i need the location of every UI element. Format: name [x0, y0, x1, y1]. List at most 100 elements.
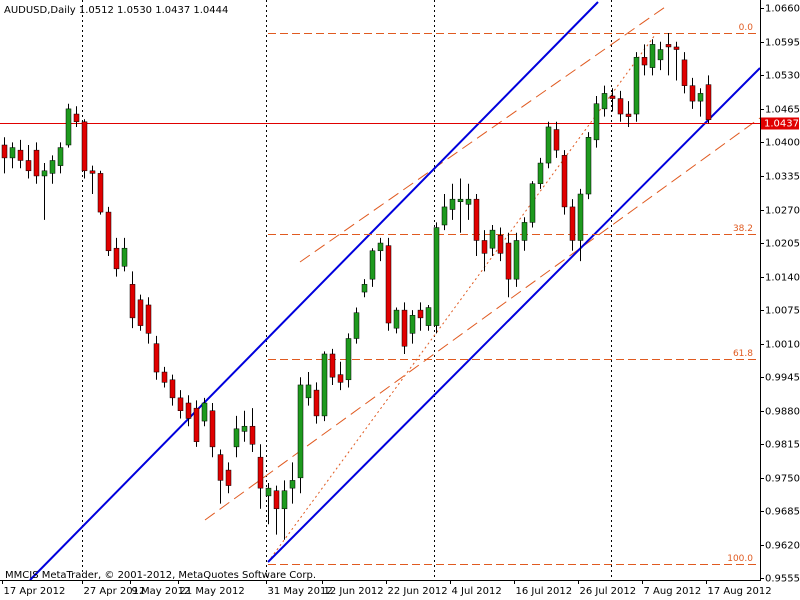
x-tick-label: 12 Jun 2012	[324, 586, 384, 597]
candle-body	[417, 309, 424, 319]
candle-body	[249, 425, 256, 445]
x-tick-label: 21 May 2012	[180, 586, 245, 597]
candle-body	[601, 93, 608, 110]
candle-body	[385, 245, 392, 324]
y-tick-label: 1.0010	[765, 340, 800, 351]
candle-body	[73, 113, 80, 123]
candle-body	[257, 456, 264, 489]
y-tick-label: 1.0465	[765, 105, 800, 116]
candle-body	[65, 108, 72, 146]
y-tick-label: 1.0205	[765, 239, 800, 250]
candle-body	[393, 309, 400, 329]
candle-body	[497, 235, 504, 254]
y-tick-label: 0.9945	[765, 373, 800, 384]
candle-body	[553, 129, 560, 151]
candle-body	[705, 84, 712, 120]
x-tick-label: 31 May 2012	[268, 586, 333, 597]
drawing-objects	[29, 1, 761, 581]
price-tag-label: 1.0437	[764, 119, 799, 130]
candle-body	[681, 59, 688, 86]
fibo-label: 61.8	[733, 349, 753, 359]
candle-body	[489, 229, 496, 249]
candle-body	[649, 44, 656, 68]
candle-body	[377, 242, 384, 252]
channel-dashed-line	[299, 4, 669, 263]
candle-body	[689, 85, 696, 102]
fibo-trend-line	[267, 34, 656, 563]
y-tick-label: 1.0270	[765, 206, 800, 217]
y-tick-label: 1.0595	[765, 38, 800, 49]
candle-body	[577, 193, 584, 241]
candle-body	[265, 487, 272, 497]
y-tick-label: 1.0335	[765, 172, 800, 183]
candle-body	[49, 160, 56, 174]
candle-body	[617, 98, 624, 115]
candle-body	[457, 198, 464, 203]
candle-body	[505, 242, 512, 280]
candle-body	[305, 384, 312, 399]
candle-body	[353, 312, 360, 339]
y-tick-label: 1.0660	[765, 4, 800, 15]
candle-body	[241, 425, 248, 432]
chart-title: AUDUSD,Daily 1.0512 1.0530 1.0437 1.0444	[4, 5, 228, 16]
fibo-label: 100.0	[727, 554, 753, 564]
candle-body	[25, 160, 32, 172]
candle-body	[641, 57, 648, 66]
fibo-label: 38.2	[733, 224, 753, 234]
candle-body	[217, 454, 224, 481]
candle-body	[121, 247, 128, 267]
candle-body	[225, 469, 232, 486]
candle-body	[209, 410, 216, 448]
candle-body	[345, 338, 352, 381]
candle-body	[177, 397, 184, 411]
candle-body	[609, 95, 616, 99]
candle-body	[585, 137, 592, 195]
fibo-label: 0.0	[739, 23, 754, 33]
candle-body	[193, 407, 200, 442]
channel-dashed-line	[204, 117, 761, 521]
candle-body	[569, 206, 576, 241]
x-tick-label: 27 Apr 2012	[84, 586, 146, 597]
candle-body	[369, 250, 376, 280]
candle-body	[337, 374, 344, 383]
candle-body	[561, 155, 568, 208]
y-tick-label: 1.0075	[765, 306, 800, 317]
candle-body	[425, 307, 432, 326]
candle-body	[633, 57, 640, 115]
candle-body	[137, 299, 144, 326]
candle-body	[89, 170, 96, 174]
candle-body	[9, 147, 16, 159]
candle-body	[33, 149, 40, 177]
axis-labels: 1.0660 1.0595 1.0530 1.0465 1.0400 1.0335 1.02…	[2, 4, 800, 597]
candle-body	[697, 93, 704, 102]
candle-body	[401, 309, 408, 347]
candle-body	[521, 222, 528, 241]
x-tick-label: 9 May 2012	[132, 586, 191, 597]
y-tick-label: 0.9750	[765, 474, 800, 485]
y-tick-label: 1.0530	[765, 71, 800, 82]
candle-body	[113, 247, 120, 270]
candle-body	[161, 371, 168, 383]
candle-body	[537, 162, 544, 184]
y-tick-label: 0.9815	[765, 440, 800, 451]
y-tick-label: 1.0400	[765, 138, 800, 149]
candle-body	[321, 353, 328, 417]
candle-body	[57, 147, 64, 166]
candle-body	[289, 480, 296, 489]
candle-body	[97, 173, 104, 213]
candle-body	[313, 389, 320, 417]
y-tick-label: 0.9620	[765, 541, 800, 552]
y-tick-label: 0.9685	[765, 507, 800, 518]
copyright: MMCIS MetaTrader, © 2001-2012, MetaQuote…	[5, 570, 316, 581]
price-tag	[761, 117, 799, 130]
x-tick-label: 22 Jun 2012	[388, 586, 448, 597]
candle-body	[449, 198, 456, 210]
candle-body	[17, 149, 24, 161]
y-tick-label: 1.0140	[765, 273, 800, 284]
candle-body	[41, 170, 48, 177]
candle-body	[593, 103, 600, 141]
candle-body	[81, 121, 88, 172]
candle-body	[297, 384, 304, 479]
channel-line	[267, 67, 761, 563]
